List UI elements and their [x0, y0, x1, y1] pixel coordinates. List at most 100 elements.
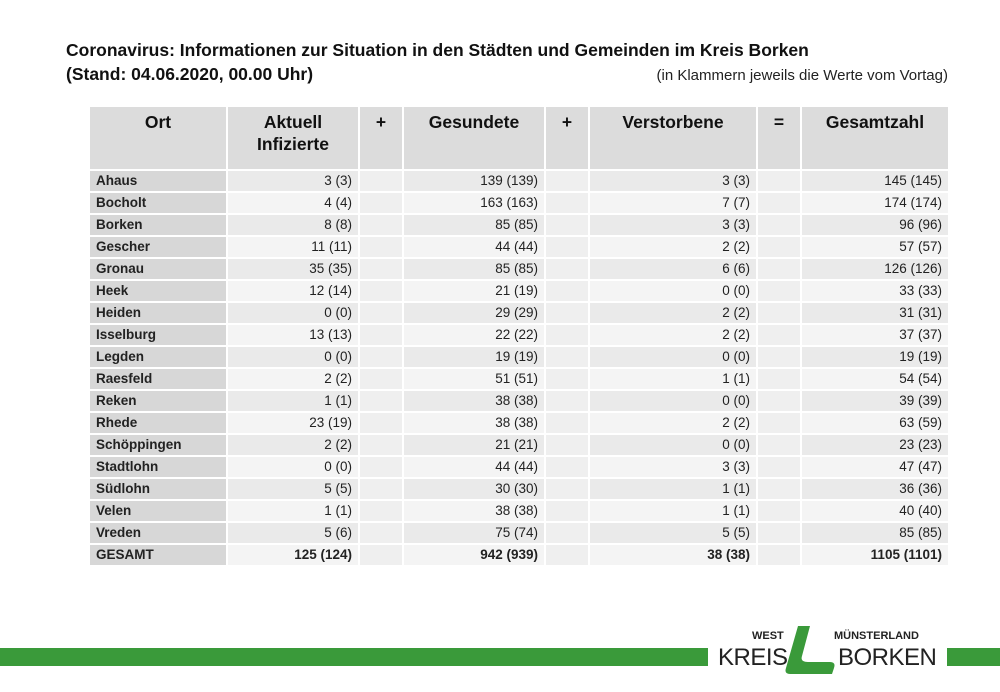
cell-gesamtzahl: 126 (126) — [802, 259, 948, 279]
cell-ort: Ahaus — [90, 171, 226, 191]
cell-spacer — [758, 303, 800, 323]
cell-spacer — [360, 545, 402, 565]
cell-spacer — [360, 523, 402, 543]
header-aktuell-line1: Aktuell — [263, 112, 323, 132]
cell-spacer — [546, 171, 588, 191]
cell-verstorbene: 1 (1) — [590, 369, 756, 389]
cell-aktuell-infizierte: 2 (2) — [228, 369, 358, 389]
cell-verstorbene: 7 (7) — [590, 193, 756, 213]
cell-spacer — [758, 215, 800, 235]
cell-aktuell-infizierte: 1 (1) — [228, 501, 358, 521]
table-row: Schöppingen 2 (2) 21 (21) 0 (0) 23 (23) — [90, 435, 948, 455]
cell-aktuell-infizierte: 12 (14) — [228, 281, 358, 301]
cell-spacer — [360, 193, 402, 213]
cell-gesundete: 942 (939) — [404, 545, 544, 565]
cell-spacer — [546, 391, 588, 411]
cell-gesundete: 21 (21) — [404, 435, 544, 455]
cell-spacer — [546, 215, 588, 235]
cell-aktuell-infizierte: 5 (5) — [228, 479, 358, 499]
cell-gesamtzahl: 39 (39) — [802, 391, 948, 411]
cell-aktuell-infizierte: 0 (0) — [228, 347, 358, 367]
cell-ort: Heek — [90, 281, 226, 301]
green-footer-bar-left — [0, 648, 708, 666]
cell-spacer — [758, 545, 800, 565]
cell-ort: Schöppingen — [90, 435, 226, 455]
cell-gesamtzahl: 96 (96) — [802, 215, 948, 235]
cell-spacer — [546, 259, 588, 279]
table-row: Reken 1 (1) 38 (38) 0 (0) 39 (39) — [90, 391, 948, 411]
title-line-1: Coronavirus: Informationen zur Situation… — [66, 38, 956, 62]
cell-spacer — [546, 193, 588, 213]
logo-borken-text: BORKEN — [838, 644, 937, 671]
cell-spacer — [360, 391, 402, 411]
table-row: Heek 12 (14) 21 (19) 0 (0) 33 (33) — [90, 281, 948, 301]
cell-spacer — [546, 545, 588, 565]
header-gesundete: Gesundete — [404, 107, 544, 169]
logo-muensterland-text: MÜNSTERLAND — [834, 630, 919, 642]
cell-aktuell-infizierte: 4 (4) — [228, 193, 358, 213]
cell-gesamtzahl: 47 (47) — [802, 457, 948, 477]
cell-spacer — [546, 479, 588, 499]
cell-spacer — [360, 237, 402, 257]
cell-gesamtzahl: 145 (145) — [802, 171, 948, 191]
cell-spacer — [360, 281, 402, 301]
cell-spacer — [758, 523, 800, 543]
cell-spacer — [758, 391, 800, 411]
cell-spacer — [546, 347, 588, 367]
cell-gesamtzahl: 37 (37) — [802, 325, 948, 345]
page-title: Coronavirus: Informationen zur Situation… — [66, 38, 956, 88]
cell-ort: Rhede — [90, 413, 226, 433]
cell-gesundete: 139 (139) — [404, 171, 544, 191]
cell-ort: Gronau — [90, 259, 226, 279]
cell-gesamtzahl: 85 (85) — [802, 523, 948, 543]
table-row: Isselburg 13 (13) 22 (22) 2 (2) 37 (37) — [90, 325, 948, 345]
cell-ort: Reken — [90, 391, 226, 411]
cell-spacer — [758, 369, 800, 389]
cell-gesundete: 22 (22) — [404, 325, 544, 345]
cell-spacer — [758, 281, 800, 301]
cell-spacer — [546, 457, 588, 477]
header-gesamtzahl: Gesamtzahl — [802, 107, 948, 169]
table-row: Borken 8 (8) 85 (85) 3 (3) 96 (96) — [90, 215, 948, 235]
cell-gesundete: 44 (44) — [404, 237, 544, 257]
cell-ort: Bocholt — [90, 193, 226, 213]
cell-spacer — [546, 237, 588, 257]
cell-ort: Isselburg — [90, 325, 226, 345]
cell-gesundete: 163 (163) — [404, 193, 544, 213]
cell-spacer — [758, 479, 800, 499]
cell-ort: Legden — [90, 347, 226, 367]
cell-gesundete: 51 (51) — [404, 369, 544, 389]
cell-verstorbene: 0 (0) — [590, 435, 756, 455]
table-row: Bocholt 4 (4) 163 (163) 7 (7) 174 (174) — [90, 193, 948, 213]
table-row: Gronau 35 (35) 85 (85) 6 (6) 126 (126) — [90, 259, 948, 279]
cell-gesundete: 30 (30) — [404, 479, 544, 499]
table-row: Gescher 11 (11) 44 (44) 2 (2) 57 (57) — [90, 237, 948, 257]
cell-spacer — [758, 171, 800, 191]
cell-aktuell-infizierte: 8 (8) — [228, 215, 358, 235]
table-header-row: Ort Aktuell Infizierte + Gesundete + Ver… — [90, 107, 948, 169]
cell-ort: Gescher — [90, 237, 226, 257]
cell-spacer — [360, 347, 402, 367]
cell-ort: GESAMT — [90, 545, 226, 565]
cell-gesundete: 38 (38) — [404, 501, 544, 521]
cell-verstorbene: 5 (5) — [590, 523, 756, 543]
cell-verstorbene: 3 (3) — [590, 215, 756, 235]
table-row: Rhede 23 (19) 38 (38) 2 (2) 63 (59) — [90, 413, 948, 433]
cell-gesamtzahl: 1105 (1101) — [802, 545, 948, 565]
cell-gesamtzahl: 31 (31) — [802, 303, 948, 323]
header-aktuell-infizierte: Aktuell Infizierte — [228, 107, 358, 169]
cell-verstorbene: 2 (2) — [590, 237, 756, 257]
cell-gesamtzahl: 63 (59) — [802, 413, 948, 433]
cell-verstorbene: 0 (0) — [590, 347, 756, 367]
cell-aktuell-infizierte: 125 (124) — [228, 545, 358, 565]
header-equals: = — [758, 107, 800, 169]
cell-spacer — [360, 501, 402, 521]
cell-spacer — [360, 457, 402, 477]
cell-aktuell-infizierte: 2 (2) — [228, 435, 358, 455]
cell-ort: Südlohn — [90, 479, 226, 499]
logo-west-text: WEST — [752, 630, 784, 642]
cell-gesamtzahl: 19 (19) — [802, 347, 948, 367]
kreis-borken-logo: WEST MÜNSTERLAND KREIS BORKEN — [718, 620, 944, 680]
header-plus-2: + — [546, 107, 588, 169]
cell-ort: Heiden — [90, 303, 226, 323]
